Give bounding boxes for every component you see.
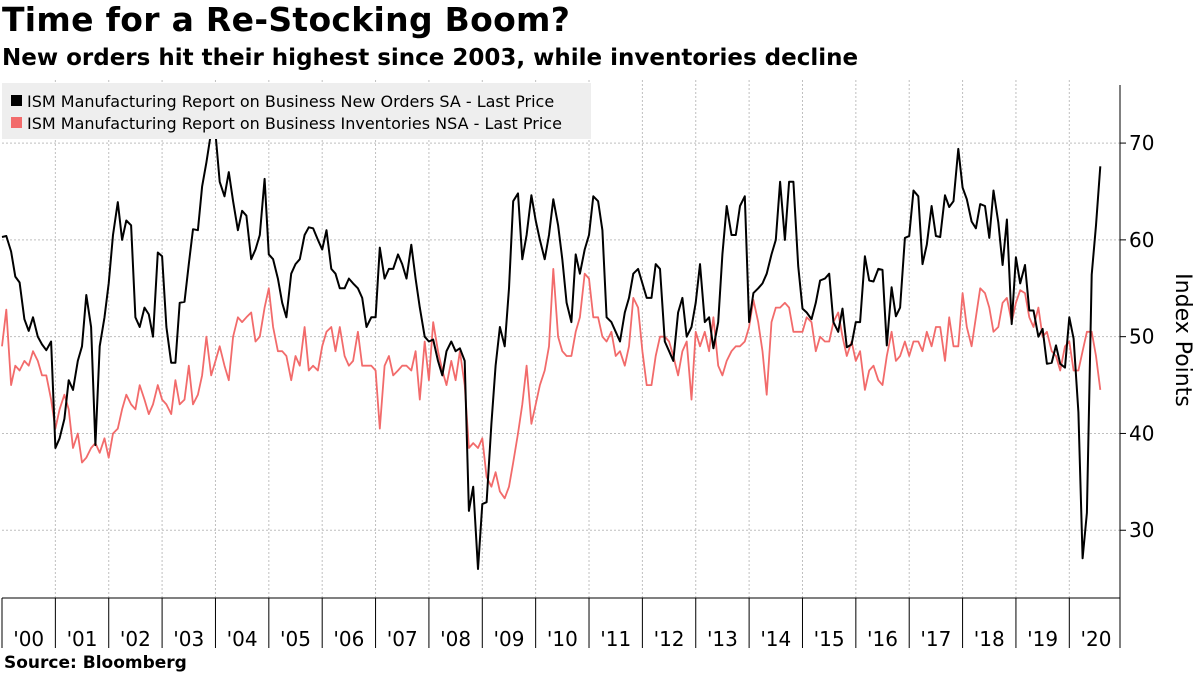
legend-label-new-orders: ISM Manufacturing Report on Business New… bbox=[27, 92, 554, 111]
legend-label-inventories: ISM Manufacturing Report on Business Inv… bbox=[27, 114, 562, 133]
y-tick-label: 40 bbox=[1129, 421, 1154, 445]
x-tick-label: '12 bbox=[654, 627, 685, 651]
x-tick-label: '11 bbox=[600, 627, 631, 651]
x-tick-label: '16 bbox=[867, 627, 898, 651]
source-note: Source: Bloomberg bbox=[4, 653, 187, 673]
chart-subtitle: New orders hit their highest since 2003,… bbox=[2, 45, 859, 71]
chart-title: Time for a Re-Stocking Boom? bbox=[2, 0, 571, 39]
x-tick-label: '19 bbox=[1027, 627, 1058, 651]
x-tick-label: '18 bbox=[974, 627, 1005, 651]
x-tick-label: '05 bbox=[280, 627, 311, 651]
series-line-inventories bbox=[1, 268, 1102, 500]
x-tick-label: '04 bbox=[227, 627, 258, 651]
legend-background bbox=[2, 83, 591, 139]
y-tick-label: 60 bbox=[1129, 228, 1154, 252]
x-tick-label: '14 bbox=[760, 627, 791, 651]
y-tick-label: 70 bbox=[1129, 131, 1154, 155]
x-tick-label: '00 bbox=[13, 627, 44, 651]
axes: 30 40 50 60 70 '00 '01 '02 '03 '04 '05 '06 '07 '08 '09… bbox=[1, 85, 1154, 651]
x-tick-label: '13 bbox=[707, 627, 738, 651]
x-tick-label: '01 bbox=[67, 627, 98, 651]
y-axis-label: Index Points bbox=[1170, 273, 1195, 407]
x-tick-label: '03 bbox=[173, 627, 204, 651]
y-tick-label: 50 bbox=[1129, 325, 1154, 349]
x-tick-label: '17 bbox=[920, 627, 951, 651]
y-tick-label: 30 bbox=[1129, 518, 1154, 542]
x-tick-label: '09 bbox=[493, 627, 524, 651]
legend: ISM Manufacturing Report on Business New… bbox=[2, 83, 591, 139]
series-line-new-orders bbox=[1, 130, 1102, 570]
x-tick-label: '20 bbox=[1081, 627, 1112, 651]
legend-swatch-new-orders bbox=[11, 95, 22, 106]
x-tick-label: '06 bbox=[333, 627, 364, 651]
x-tick-label: '07 bbox=[387, 627, 418, 651]
x-tick-label: '15 bbox=[814, 627, 845, 651]
x-tick-label: '02 bbox=[120, 627, 151, 651]
series-lines bbox=[1, 130, 1102, 570]
legend-swatch-inventories bbox=[11, 117, 22, 128]
x-tick-label: '08 bbox=[440, 627, 471, 651]
x-tick-label: '10 bbox=[547, 627, 578, 651]
